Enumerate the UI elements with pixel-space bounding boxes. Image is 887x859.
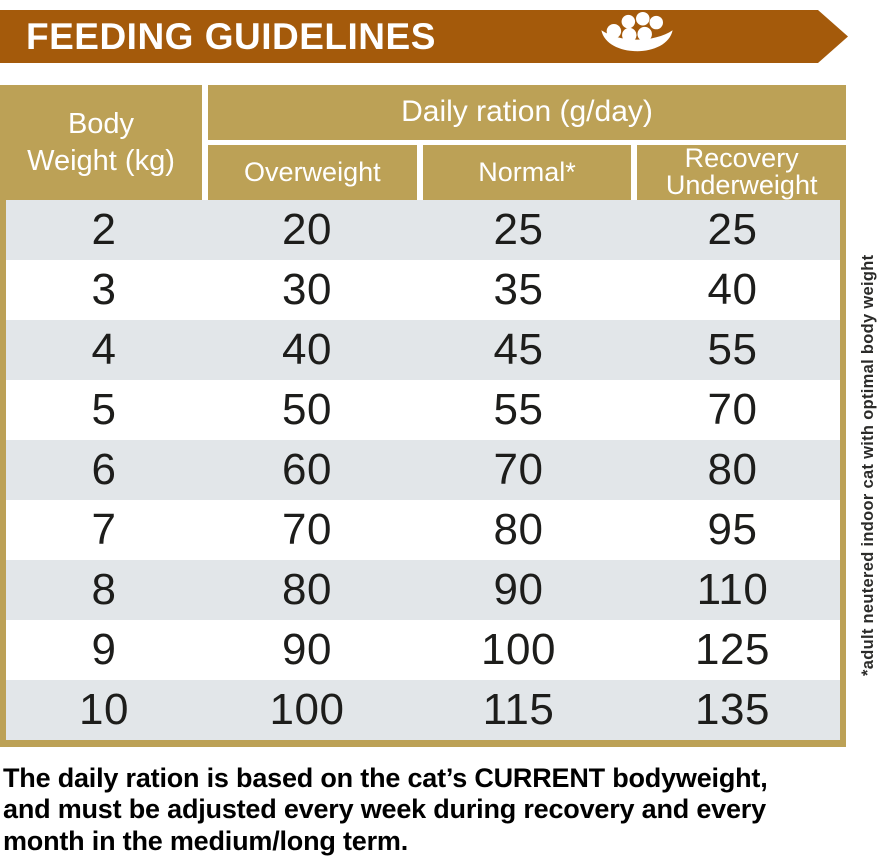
overweight-header: Overweight xyxy=(208,144,417,200)
table-cell: 10 xyxy=(79,685,129,734)
table-cell: 2 xyxy=(91,205,117,254)
table-cell: 90 xyxy=(493,565,544,614)
table-cell: 70 xyxy=(493,445,544,494)
table-cell: 100 xyxy=(481,625,556,674)
recovery-underweight-header: Recovery Underweight xyxy=(637,144,847,200)
footer-note: The daily ration is based on the cat’s C… xyxy=(3,763,768,857)
table-cell: 50 xyxy=(282,385,332,434)
daily-ration-header-group: Daily ration (g/day) Overweight Normal* … xyxy=(208,85,847,200)
feeding-guidelines-banner: FEEDING GUIDELINES xyxy=(0,10,848,63)
table-cell: 95 xyxy=(707,505,758,554)
footer-line: month in the medium/long term. xyxy=(3,825,408,856)
table-cell: 55 xyxy=(493,385,544,434)
table-cell: 3 xyxy=(91,265,117,314)
table-cell: 110 xyxy=(696,565,769,614)
body-weight-header: Body Weight (kg) xyxy=(0,85,202,200)
table-cell: 80 xyxy=(282,565,332,614)
table-cell: 40 xyxy=(707,265,758,314)
banner-title: FEEDING GUIDELINES xyxy=(26,15,436,57)
table-cell: 30 xyxy=(282,265,332,314)
table-cell: 25 xyxy=(707,205,758,254)
table-row: 5 50 55 70 xyxy=(6,380,840,440)
table-cell: 80 xyxy=(707,445,758,494)
table-cell: 4 xyxy=(91,325,117,374)
table-row: 2 20 25 25 xyxy=(6,200,840,260)
table-cell: 5 xyxy=(91,385,117,434)
table-cell: 45 xyxy=(493,325,544,374)
table-body: 2 20 25 25 3 30 35 40 4 40 45 55 5 50 55 70 6 60 70 80 7 70 80… xyxy=(0,200,846,747)
table-row: 3 30 35 40 xyxy=(6,260,840,320)
table-cell: 20 xyxy=(282,205,332,254)
table-cell: 35 xyxy=(493,265,544,314)
table-row: 7 70 80 95 xyxy=(6,500,840,560)
table-cell: 90 xyxy=(282,625,332,674)
table-cell: 80 xyxy=(493,505,544,554)
subheader-row: Overweight Normal* Recovery Underweight xyxy=(208,144,847,200)
table-cell: 115 xyxy=(482,685,555,734)
kibble-bowl-icon xyxy=(598,11,676,63)
table-cell: 7 xyxy=(91,505,117,554)
table-cell: 60 xyxy=(282,445,332,494)
table-cell: 55 xyxy=(707,325,758,374)
table-row: 4 40 45 55 xyxy=(6,320,840,380)
table-header: Body Weight (kg) Daily ration (g/day) Ov… xyxy=(0,85,847,200)
table-cell: 135 xyxy=(695,685,770,734)
feeding-table: Body Weight (kg) Daily ration (g/day) Ov… xyxy=(0,85,847,747)
footer-line: and must be adjusted every week during r… xyxy=(3,794,766,825)
table-cell: 6 xyxy=(91,445,117,494)
table-row: 6 60 70 80 xyxy=(6,440,840,500)
table-cell: 9 xyxy=(91,625,117,674)
table-row: 9 90 100 125 xyxy=(6,620,840,680)
asterisk-footnote: *adult neutered indoor cat with optimal … xyxy=(859,254,877,676)
daily-ration-header: Daily ration (g/day) xyxy=(208,85,846,140)
table-cell: 70 xyxy=(707,385,758,434)
table-cell: 125 xyxy=(695,625,770,674)
footer-line: The daily ration is based on the cat’s C… xyxy=(3,763,768,793)
table-cell: 100 xyxy=(269,685,345,734)
table-cell: 70 xyxy=(282,505,332,554)
normal-header: Normal* xyxy=(422,144,632,200)
table-cell: 8 xyxy=(91,565,117,614)
table-cell: 25 xyxy=(493,205,544,254)
table-cell: 40 xyxy=(282,325,332,374)
table-row: 8 80 90 110 xyxy=(6,560,840,620)
table-row: 10 100 115 135 xyxy=(6,680,840,740)
